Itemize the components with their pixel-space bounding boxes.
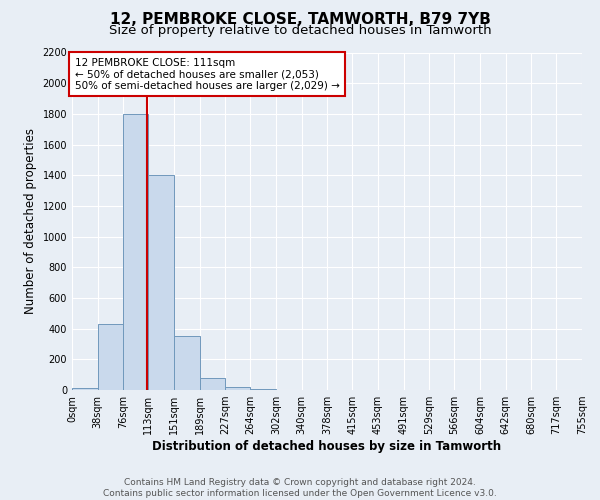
Bar (226, 387, 250, 390)
Bar (174, 336, 200, 390)
X-axis label: Distribution of detached houses by size in Tamworth: Distribution of detached houses by size … (152, 440, 502, 453)
Text: Contains HM Land Registry data © Crown copyright and database right 2024.
Contai: Contains HM Land Registry data © Crown c… (103, 478, 497, 498)
Bar (124, 114, 148, 390)
Bar (148, 175, 174, 390)
Bar (98, 324, 124, 390)
Bar (72, 388, 98, 390)
Bar (200, 378, 226, 390)
Y-axis label: Number of detached properties: Number of detached properties (24, 128, 37, 314)
Text: Size of property relative to detached houses in Tamworth: Size of property relative to detached ho… (109, 24, 491, 37)
Text: 12, PEMBROKE CLOSE, TAMWORTH, B79 7YB: 12, PEMBROKE CLOSE, TAMWORTH, B79 7YB (110, 12, 490, 28)
Bar (250, 389, 276, 390)
Text: 12 PEMBROKE CLOSE: 111sqm
← 50% of detached houses are smaller (2,053)
50% of se: 12 PEMBROKE CLOSE: 111sqm ← 50% of detac… (74, 58, 340, 91)
